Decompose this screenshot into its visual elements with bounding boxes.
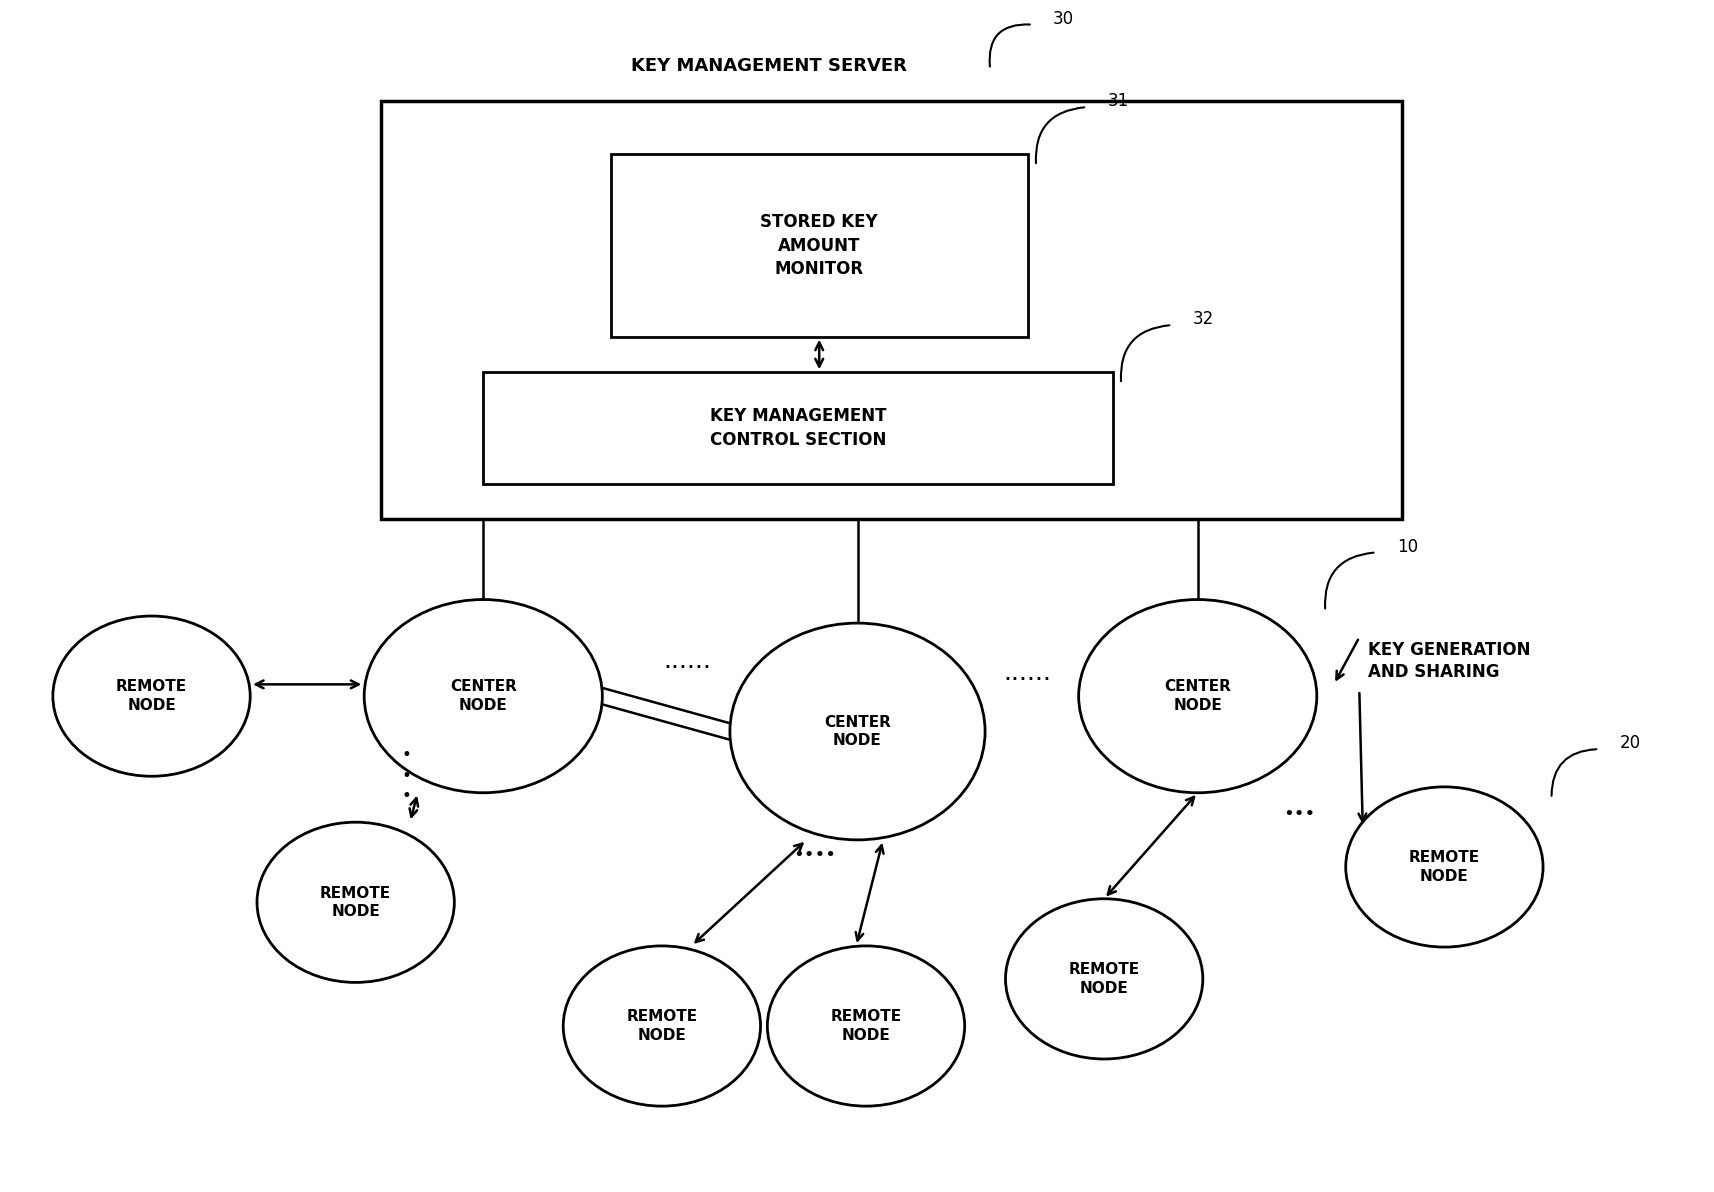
Text: REMOTE
NODE: REMOTE NODE [117, 679, 187, 713]
Ellipse shape [730, 623, 984, 840]
Ellipse shape [1004, 899, 1202, 1058]
Text: REMOTE
NODE: REMOTE NODE [321, 886, 391, 919]
Bar [483, 372, 1112, 484]
Ellipse shape [53, 616, 250, 776]
Text: REMOTE
NODE: REMOTE NODE [1068, 962, 1140, 995]
Text: REMOTE
NODE: REMOTE NODE [1407, 850, 1479, 883]
Text: KEY MANAGEMENT SERVER: KEY MANAGEMENT SERVER [631, 57, 907, 75]
Text: STORED KEY
AMOUNT
MONITOR: STORED KEY AMOUNT MONITOR [759, 213, 878, 278]
Text: CENTER
NODE: CENTER NODE [1164, 679, 1231, 713]
Text: 20: 20 [1618, 734, 1640, 752]
Ellipse shape [257, 822, 454, 982]
Ellipse shape [1078, 600, 1316, 793]
Text: ......: ...... [1003, 660, 1051, 684]
Text: KEY MANAGEMENT
CONTROL SECTION: KEY MANAGEMENT CONTROL SECTION [710, 408, 886, 449]
Ellipse shape [766, 946, 963, 1106]
Text: 32: 32 [1191, 310, 1214, 328]
Text: CENTER
NODE: CENTER NODE [824, 715, 890, 749]
Ellipse shape [363, 600, 602, 793]
Text: 10: 10 [1395, 538, 1417, 555]
Text: REMOTE
NODE: REMOTE NODE [830, 1010, 902, 1043]
Text: 31: 31 [1107, 92, 1128, 110]
Ellipse shape [562, 946, 759, 1106]
Text: ••••: •••• [794, 846, 836, 864]
Text: ......: ...... [663, 648, 711, 672]
Bar [381, 101, 1400, 520]
Text: KEY GENERATION
AND SHARING: KEY GENERATION AND SHARING [1368, 640, 1529, 681]
Text: 30: 30 [1052, 10, 1073, 27]
Text: •••: ••• [1282, 805, 1315, 822]
Ellipse shape [1345, 787, 1543, 948]
Text: •
•
•: • • • [401, 746, 411, 806]
Text: REMOTE
NODE: REMOTE NODE [626, 1010, 698, 1043]
Bar [610, 154, 1027, 337]
Text: CENTER
NODE: CENTER NODE [449, 679, 516, 713]
